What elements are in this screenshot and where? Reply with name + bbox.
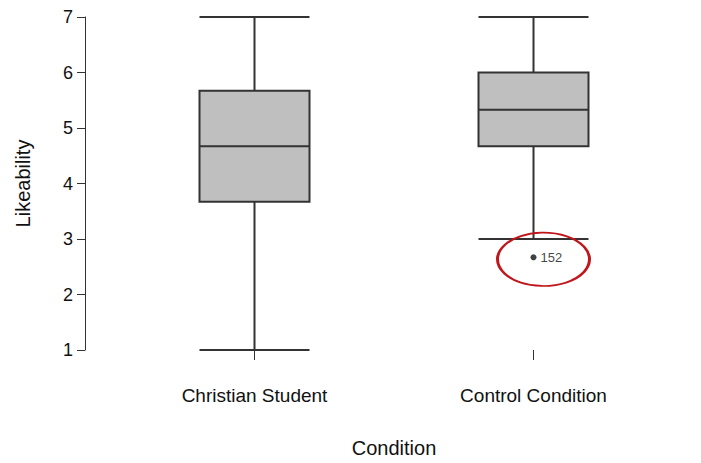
svg-text:7: 7 bbox=[63, 7, 73, 27]
svg-text:152: 152 bbox=[541, 250, 563, 265]
svg-text:Condition: Condition bbox=[352, 437, 437, 459]
svg-text:6: 6 bbox=[63, 63, 73, 83]
svg-text:Christian Student: Christian Student bbox=[182, 385, 328, 406]
svg-text:1: 1 bbox=[63, 340, 73, 360]
svg-text:2: 2 bbox=[63, 285, 73, 305]
svg-text:3: 3 bbox=[63, 229, 73, 249]
svg-text:4: 4 bbox=[63, 174, 73, 194]
svg-text:Likeability: Likeability bbox=[12, 140, 34, 228]
svg-text:5: 5 bbox=[63, 118, 73, 138]
svg-text:Control Condition: Control Condition bbox=[460, 385, 607, 406]
